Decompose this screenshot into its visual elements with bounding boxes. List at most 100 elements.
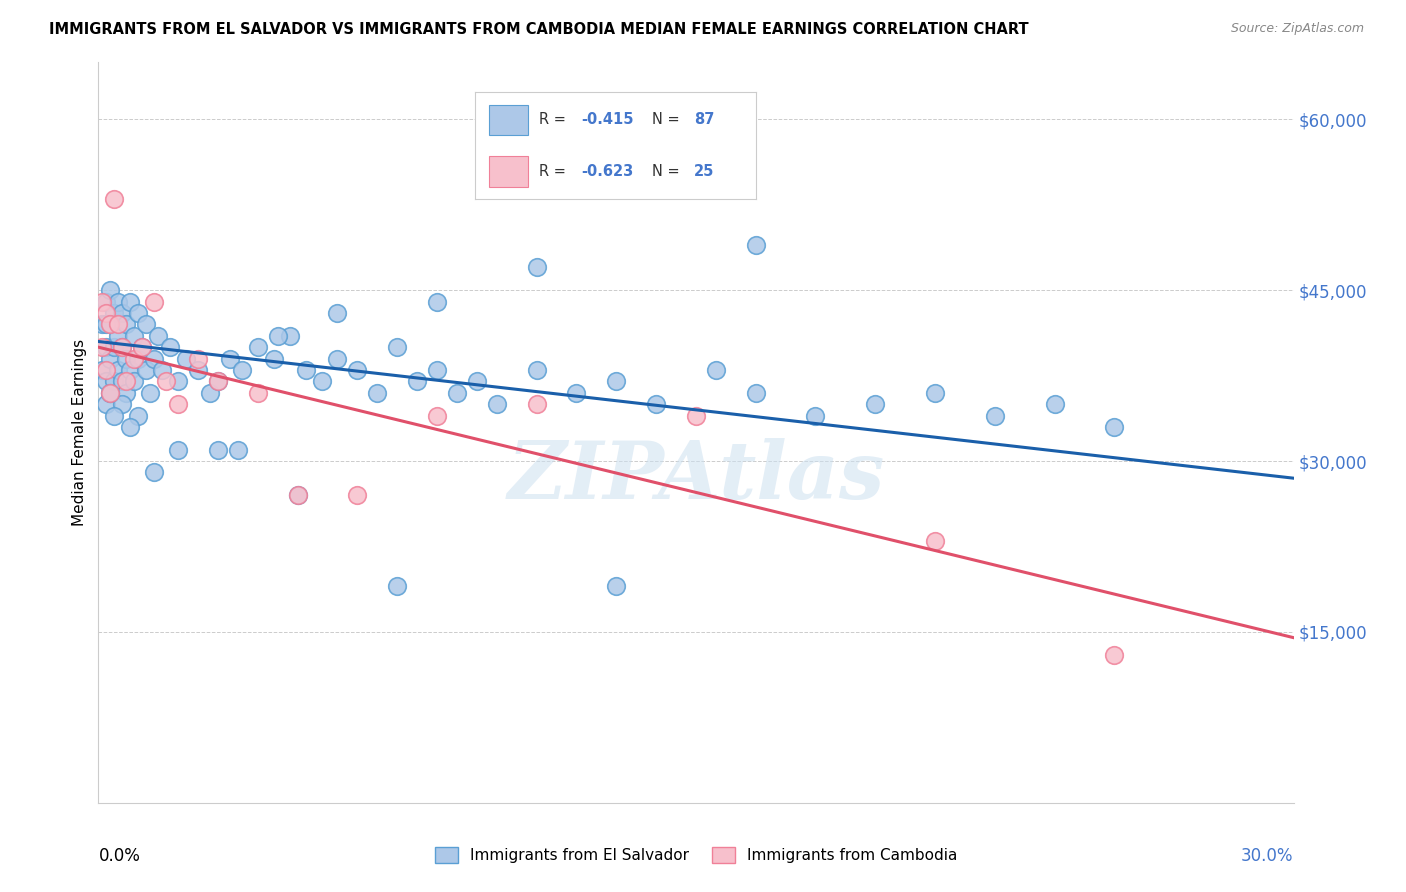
Point [107, 363, 129, 377]
Point [924, 533, 946, 548]
Point [96, 306, 118, 320]
Point [98, 351, 122, 366]
Point [124, 375, 146, 389]
Point [111, 306, 134, 320]
Point [139, 385, 162, 400]
Point [124, 328, 146, 343]
Point [120, 294, 142, 309]
Point [526, 363, 548, 377]
Point [111, 340, 134, 354]
Point [96, 294, 118, 309]
Point [346, 488, 368, 502]
Point [426, 409, 449, 423]
Point [143, 351, 166, 366]
Point [143, 294, 166, 309]
Point [115, 351, 138, 366]
Point [198, 385, 221, 400]
Point [526, 397, 548, 411]
Point [91, 363, 114, 377]
Point [1104, 648, 1126, 662]
Point [426, 294, 449, 309]
Point [187, 363, 209, 377]
Point [150, 363, 173, 377]
Point [605, 375, 627, 389]
Point [263, 351, 285, 366]
Point [167, 375, 190, 389]
Point [135, 363, 157, 377]
Point [366, 385, 388, 400]
Point [143, 466, 166, 480]
Point [107, 318, 129, 332]
Point [148, 328, 170, 343]
Point [111, 340, 134, 354]
Legend: Immigrants from El Salvador, Immigrants from Cambodia: Immigrants from El Salvador, Immigrants … [429, 841, 963, 869]
Point [107, 328, 129, 343]
Point [174, 351, 197, 366]
Point [96, 340, 118, 354]
Point [131, 340, 153, 354]
Point [103, 192, 125, 206]
Point [207, 442, 229, 457]
Point [187, 351, 209, 366]
Text: IMMIGRANTS FROM EL SALVADOR VS IMMIGRANTS FROM CAMBODIA MEDIAN FEMALE EARNINGS C: IMMIGRANTS FROM EL SALVADOR VS IMMIGRANT… [49, 22, 1029, 37]
Point [704, 363, 727, 377]
Point [131, 340, 153, 354]
Point [159, 340, 181, 354]
Point [326, 351, 349, 366]
Point [406, 375, 429, 389]
Point [96, 375, 118, 389]
Point [745, 385, 768, 400]
Point [346, 363, 368, 377]
Point [167, 397, 190, 411]
Point [167, 442, 190, 457]
Point [115, 375, 138, 389]
Point [96, 318, 118, 332]
Point [526, 260, 548, 275]
Point [246, 385, 269, 400]
Point [465, 375, 488, 389]
Point [924, 385, 946, 400]
Point [385, 579, 409, 593]
Point [98, 283, 122, 297]
Point [745, 237, 768, 252]
Point [385, 340, 409, 354]
Point [120, 420, 142, 434]
Point [565, 385, 588, 400]
Point [865, 397, 887, 411]
Point [155, 375, 177, 389]
Text: ZIPAtlas: ZIPAtlas [508, 438, 884, 516]
Text: 30.0%: 30.0% [1241, 847, 1294, 865]
Point [207, 375, 229, 389]
Point [446, 385, 468, 400]
Text: Source: ZipAtlas.com: Source: ZipAtlas.com [1230, 22, 1364, 36]
Point [103, 340, 125, 354]
Point [294, 363, 316, 377]
Point [685, 409, 707, 423]
Point [278, 328, 301, 343]
Point [1104, 420, 1126, 434]
Point [127, 409, 149, 423]
Point [91, 318, 114, 332]
Y-axis label: Median Female Earnings: Median Female Earnings [72, 339, 87, 526]
Point [103, 409, 125, 423]
Point [115, 318, 138, 332]
Point [287, 488, 309, 502]
Point [96, 397, 118, 411]
Point [107, 294, 129, 309]
Point [645, 397, 668, 411]
Point [98, 318, 122, 332]
Point [287, 488, 309, 502]
Point [207, 375, 229, 389]
Point [426, 363, 449, 377]
Point [804, 409, 827, 423]
Point [267, 328, 290, 343]
Point [111, 397, 134, 411]
Point [326, 306, 349, 320]
Point [115, 385, 138, 400]
Point [96, 363, 118, 377]
Point [311, 375, 333, 389]
Point [135, 318, 157, 332]
Point [124, 351, 146, 366]
Point [485, 397, 508, 411]
Point [127, 306, 149, 320]
